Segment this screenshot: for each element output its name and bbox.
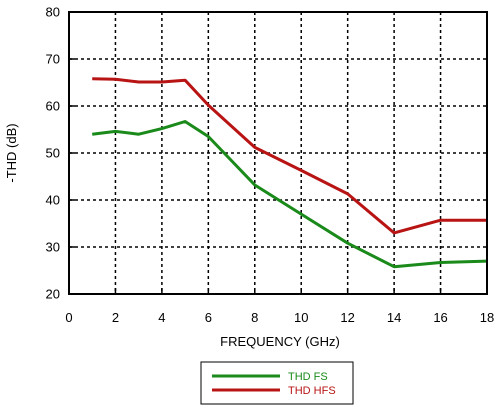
x-tick-label: 6 [205,310,212,325]
y-tick-label: 30 [46,240,60,255]
x-tick-label: 8 [251,310,258,325]
x-tick-label: 16 [433,310,447,325]
x-axis-label: FREQUENCY (GHz) [220,334,340,349]
x-tick-label: 10 [294,310,308,325]
tick-labels: 0 2 4 6 8 10 12 14 16 18 20 30 40 50 60 70 80 [46,5,495,326]
y-tick-label: 20 [46,287,60,302]
y-tick-label: 60 [46,99,60,114]
x-tick-label: 4 [158,310,165,325]
tick-marks [68,11,488,295]
y-axis-label: -THD (dB) [4,123,19,182]
series-line-thd-hfs [92,77,487,235]
legend-label: THD HFS [288,385,336,397]
legend: THD FS THD HFS [200,361,354,405]
x-tick-label: 14 [387,310,401,325]
y-tick-label: 80 [46,5,60,20]
x-tick-label: 0 [65,310,72,325]
series-line-thd-fs [92,120,488,269]
y-tick-label: 50 [46,146,60,161]
x-tick-label: 12 [340,310,354,325]
x-tick-label: 18 [480,310,494,325]
grid-lines [69,12,487,294]
x-tick-label: 2 [112,310,119,325]
y-tick-label: 40 [46,193,60,208]
y-tick-label: 70 [46,52,60,67]
data-series [92,77,488,269]
legend-label: THD FS [288,371,328,383]
legend-box [200,361,354,405]
